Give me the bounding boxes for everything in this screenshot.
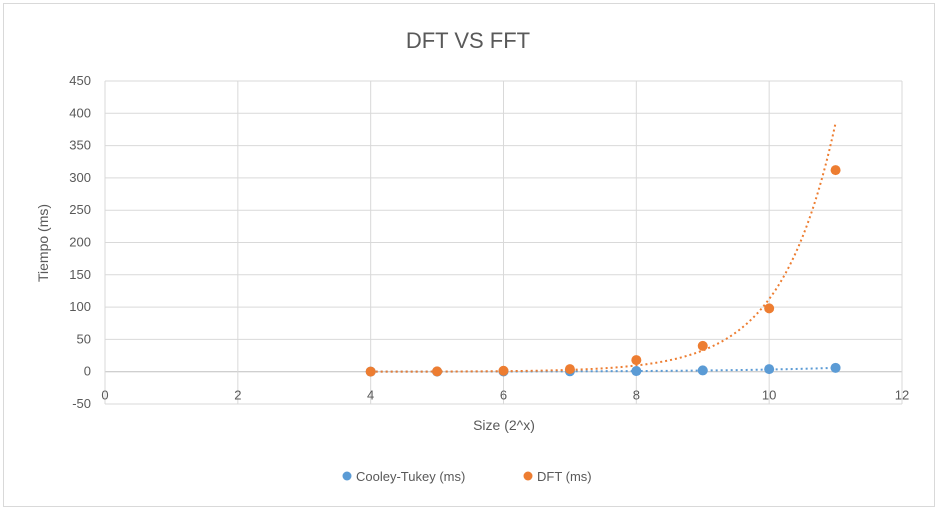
- y-tick-label: 300: [69, 170, 91, 185]
- y-tick-label: 450: [69, 73, 91, 88]
- x-tick-label: 0: [101, 388, 108, 403]
- data-point: [631, 366, 642, 377]
- data-point: [697, 340, 708, 351]
- y-tick-label: 0: [84, 364, 91, 379]
- x-tick-label: 10: [762, 388, 776, 403]
- data-point: [764, 364, 775, 375]
- y-tick-label: 150: [69, 267, 91, 282]
- data-point: [764, 303, 775, 314]
- data-point: [830, 165, 841, 176]
- trendlines: [370, 122, 837, 373]
- chart-frame: [3, 3, 935, 507]
- legend-marker: [342, 471, 352, 481]
- x-tick-label: 6: [500, 388, 507, 403]
- y-tick-label: 250: [69, 202, 91, 217]
- y-tick-label: 350: [69, 138, 91, 153]
- trendline: [370, 122, 837, 373]
- data-point: [631, 355, 642, 366]
- y-tick-label: 200: [69, 235, 91, 250]
- data-points: [365, 165, 841, 377]
- x-tick-label: 8: [633, 388, 640, 403]
- x-tick-label: 4: [367, 388, 374, 403]
- legend-label: DFT (ms): [537, 469, 592, 484]
- y-tick-label: 50: [77, 331, 91, 346]
- y-tick-label: 100: [69, 299, 91, 314]
- x-tick-label: 12: [895, 388, 909, 403]
- data-point: [697, 365, 708, 376]
- data-point: [830, 362, 841, 373]
- x-tick-label: 2: [234, 388, 241, 403]
- data-point: [564, 364, 575, 375]
- x-axis-label: Size (2^x): [473, 417, 535, 433]
- y-tick-label: 400: [69, 105, 91, 120]
- y-axis-label: Tiempo (ms): [35, 204, 51, 282]
- gridlines: [104, 80, 903, 405]
- data-point: [498, 365, 509, 376]
- y-tick-label: -50: [72, 396, 91, 411]
- x-tick-labels: 0 2 4 6 8 10 12: [101, 388, 909, 403]
- legend: Cooley-Tukey (ms) DFT (ms): [342, 469, 592, 484]
- legend-label: Cooley-Tukey (ms): [356, 469, 465, 484]
- data-point: [365, 366, 376, 377]
- y-tick-labels: -50 0 50 100 150 200 250 300 350 400 450: [69, 73, 91, 411]
- chart-title: DFT VS FFT: [406, 28, 530, 53]
- data-point: [432, 366, 443, 377]
- legend-marker: [523, 471, 533, 481]
